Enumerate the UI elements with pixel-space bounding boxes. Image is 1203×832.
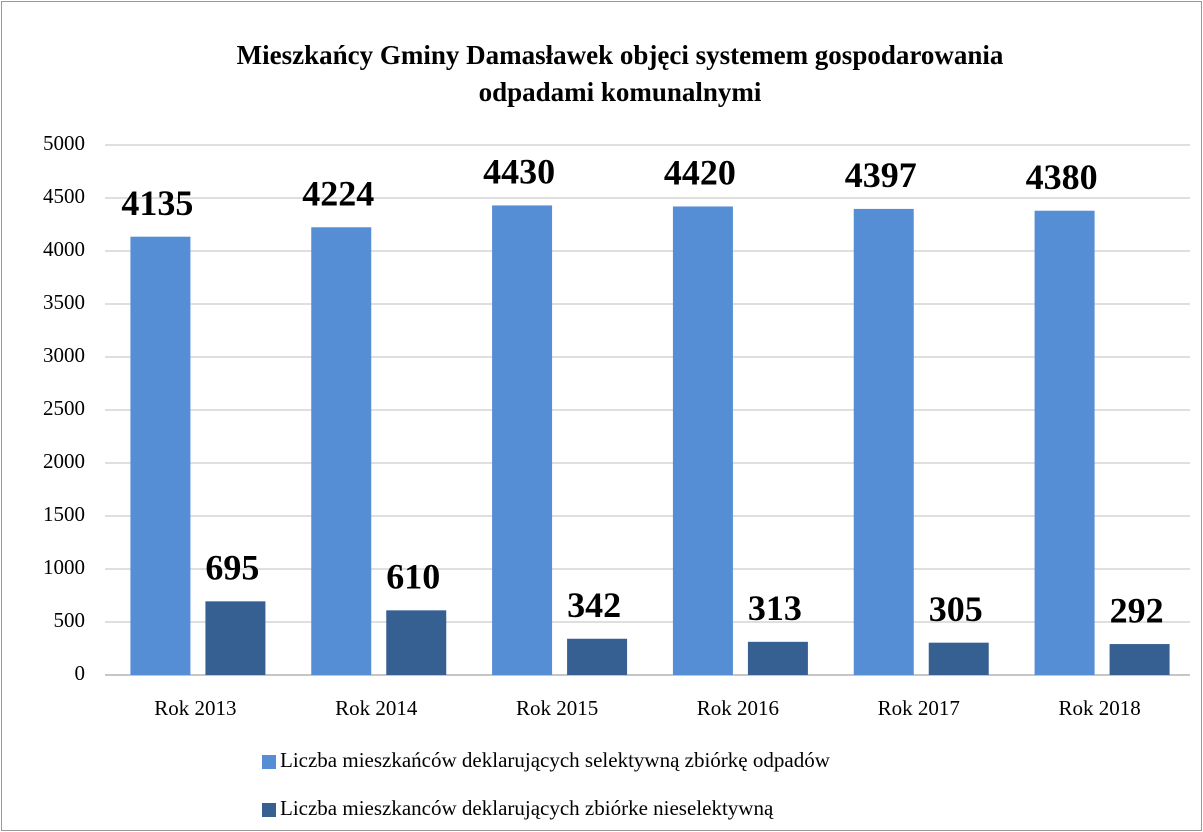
bar xyxy=(205,601,266,675)
bar xyxy=(1034,210,1095,675)
y-tick-label: 2000 xyxy=(43,449,85,473)
bar xyxy=(853,208,914,675)
bar xyxy=(928,642,989,675)
y-tick-label: 5000 xyxy=(43,131,85,155)
chart-title: odpadami komunalnymi xyxy=(479,77,762,107)
y-tick-label: 0 xyxy=(75,661,86,685)
x-tick-label: Rok 2014 xyxy=(335,696,418,720)
value-label: 4397 xyxy=(845,155,917,195)
value-label: 305 xyxy=(929,589,983,629)
legend-label: Liczba mieszkańców deklarujących selekty… xyxy=(280,748,831,772)
value-label: 313 xyxy=(748,588,802,628)
y-tick-label: 2500 xyxy=(43,396,85,420)
y-tick-label: 1000 xyxy=(43,555,85,579)
legend-swatch xyxy=(262,755,276,769)
value-label: 4420 xyxy=(664,153,736,193)
x-tick-label: Rok 2013 xyxy=(154,696,236,720)
bar xyxy=(1109,644,1170,675)
x-tick-label: Rok 2017 xyxy=(878,696,960,720)
bar xyxy=(672,206,733,676)
x-tick-label: Rok 2015 xyxy=(516,696,598,720)
y-tick-label: 1500 xyxy=(43,502,85,526)
value-label: 4430 xyxy=(483,152,555,192)
y-tick-label: 4000 xyxy=(43,237,85,261)
x-tick-label: Rok 2018 xyxy=(1058,696,1140,720)
value-label: 342 xyxy=(567,585,621,625)
bar xyxy=(747,641,808,675)
chart-title: Mieszkańcy Gminy Damasławek objęci syste… xyxy=(237,40,1004,70)
legend-label: Liczba mieszkanców deklarujących zbiórke… xyxy=(280,796,774,820)
y-tick-label: 3500 xyxy=(43,290,85,314)
bar xyxy=(130,236,191,675)
value-label: 610 xyxy=(386,557,440,597)
legend-swatch xyxy=(262,803,276,817)
y-tick-label: 3000 xyxy=(43,343,85,367)
value-label: 4224 xyxy=(302,174,374,214)
bar xyxy=(386,610,447,675)
x-tick-label: Rok 2016 xyxy=(697,696,779,720)
bar xyxy=(311,227,372,676)
y-tick-label: 4500 xyxy=(43,184,85,208)
bar xyxy=(567,638,628,675)
value-label: 292 xyxy=(1110,590,1164,630)
y-tick-label: 500 xyxy=(54,608,86,632)
value-label: 4380 xyxy=(1026,157,1098,197)
value-label: 695 xyxy=(205,548,259,588)
value-label: 4135 xyxy=(121,183,193,223)
bar xyxy=(492,205,553,676)
